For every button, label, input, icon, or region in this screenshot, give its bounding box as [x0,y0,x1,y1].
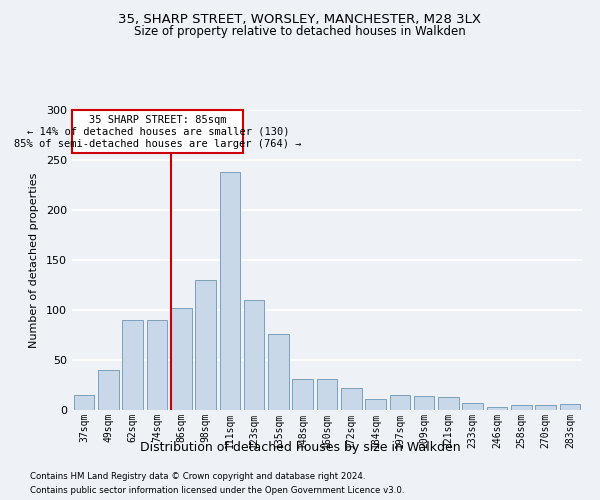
Bar [74,395,94,410]
Bar [414,396,434,410]
Text: 85% of semi-detached houses are larger (764) →: 85% of semi-detached houses are larger (… [14,139,302,149]
Bar [535,405,556,410]
Text: ← 14% of detached houses are smaller (130): ← 14% of detached houses are smaller (13… [26,127,289,137]
Bar [317,379,337,410]
Y-axis label: Number of detached properties: Number of detached properties [29,172,39,348]
Text: Contains public sector information licensed under the Open Government Licence v3: Contains public sector information licen… [30,486,404,495]
Text: Distribution of detached houses by size in Walkden: Distribution of detached houses by size … [140,441,460,454]
Bar [195,280,216,410]
Text: Size of property relative to detached houses in Walkden: Size of property relative to detached ho… [134,25,466,38]
Bar [341,388,362,410]
Bar [292,379,313,410]
Bar [365,399,386,410]
Bar [511,405,532,410]
Bar [73,110,243,153]
Bar [560,404,580,410]
Text: Contains HM Land Registry data © Crown copyright and database right 2024.: Contains HM Land Registry data © Crown c… [30,472,365,481]
Text: 35, SHARP STREET, WORSLEY, MANCHESTER, M28 3LX: 35, SHARP STREET, WORSLEY, MANCHESTER, M… [119,12,482,26]
Bar [244,300,265,410]
Bar [487,407,508,410]
Bar [220,172,240,410]
Bar [438,397,459,410]
Bar [171,308,191,410]
Bar [122,320,143,410]
Text: 35 SHARP STREET: 85sqm: 35 SHARP STREET: 85sqm [89,115,227,125]
Bar [98,370,119,410]
Bar [146,320,167,410]
Bar [268,334,289,410]
Bar [463,403,483,410]
Bar [389,395,410,410]
